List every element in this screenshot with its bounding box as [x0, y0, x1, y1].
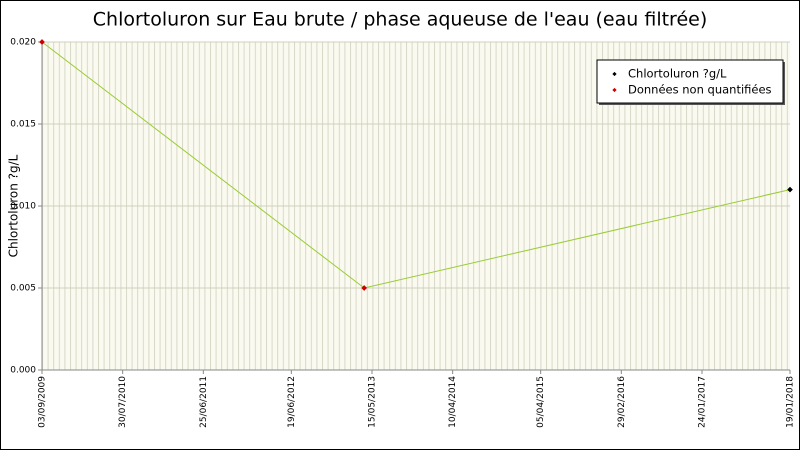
data-point	[361, 285, 368, 291]
y-tick-label: 0.010	[10, 202, 36, 212]
x-tick-label: 29/02/2016	[617, 376, 627, 428]
y-axis-label: Chlortoluron ?g/L	[7, 154, 21, 257]
x-tick-label: 30/07/2010	[118, 376, 128, 428]
x-tick-label: 10/04/2014	[448, 376, 458, 428]
y-tick-label: 0.015	[10, 120, 36, 130]
y-tick-label: 0.020	[10, 38, 36, 48]
x-tick-label: 19/06/2012	[287, 376, 297, 428]
y-tick-label: 0.005	[10, 284, 36, 294]
legend-box	[596, 59, 784, 104]
x-tick-label: 03/09/2009	[38, 376, 48, 428]
chart-title: Chlortoluron sur Eau brute / phase aqueu…	[93, 9, 707, 31]
x-tick-label: 25/06/2011	[199, 376, 209, 428]
x-tick-label: 19/01/2018	[786, 376, 796, 428]
x-tick-label: 24/01/2017	[698, 376, 708, 428]
legend: Chlortoluron ?g/L Données non quantifiée…	[596, 59, 785, 105]
data-point	[787, 186, 793, 193]
legend-label: Chlortoluron ?g/L	[628, 67, 727, 81]
legend-label: Données non quantifiées	[628, 83, 772, 97]
x-tick-label: 05/04/2015	[536, 376, 546, 428]
y-tick-label: 0.000	[10, 366, 36, 376]
x-tick-label: 15/05/2013	[368, 376, 378, 428]
marks	[39, 39, 793, 291]
